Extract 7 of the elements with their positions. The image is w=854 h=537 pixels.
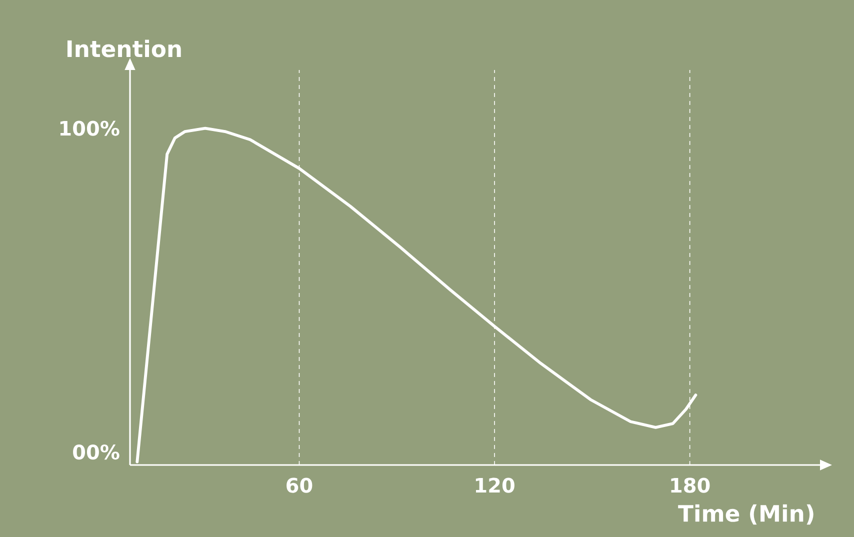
x-tick-label: 180 — [671, 478, 710, 493]
y-axis-title: Intention — [67, 40, 181, 58]
x-axis-title: Time (Min) — [678, 504, 814, 525]
x-tick-label: 60 — [286, 478, 312, 493]
y-tick-label: 100% — [60, 120, 120, 136]
x-tick-label: 120 — [476, 478, 514, 493]
y-tick-label: 00% — [73, 444, 120, 460]
